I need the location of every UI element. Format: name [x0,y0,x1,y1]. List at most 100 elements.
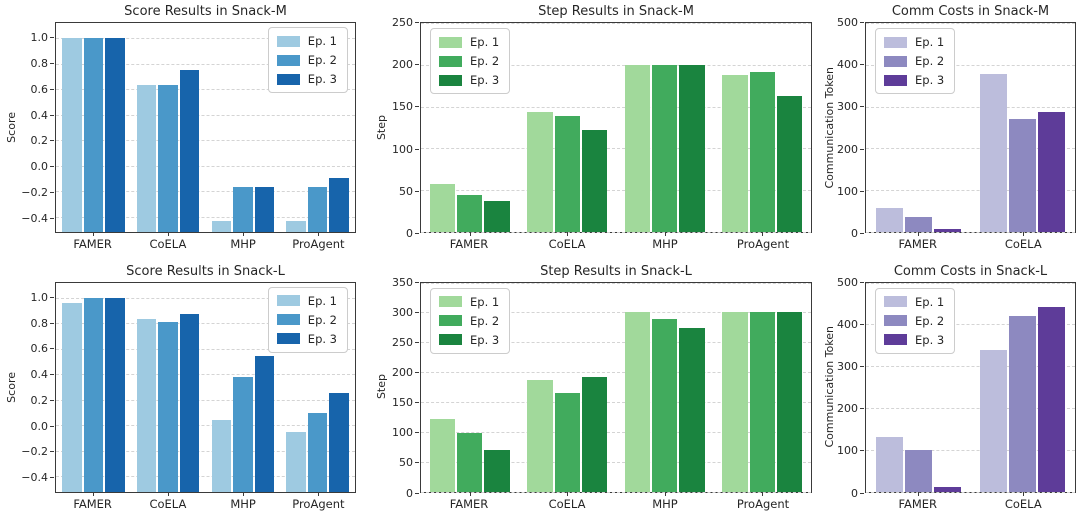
bar-coela-ep2 [158,322,178,492]
x-tick-mark [469,232,471,236]
legend-entry: Ep. 1 [884,295,944,309]
gridline [421,401,811,403]
y-tick-label: 400 [837,58,858,72]
x-tick-mark [664,491,666,496]
x-axis: FAMER CoELA MHP ProAgent [420,237,812,253]
gridline [866,190,1075,192]
bar-groups [866,23,1075,236]
y-tick-mark [860,450,864,452]
y-tick-label: 0.0 [30,419,49,433]
bar-famer-ep3 [933,486,961,492]
legend-swatch-icon [884,315,907,326]
y-tick-mark [50,88,54,90]
y-tick-label: −0.2 [21,445,48,459]
gridline [56,216,355,218]
y-tick-label: 0.0 [30,160,49,174]
y-tick-label: 0.8 [30,57,49,71]
gridline [866,148,1075,150]
y-tick-label: 100 [837,444,858,458]
bar-famer-ep1 [875,207,903,232]
gridline [421,342,811,344]
x-tick-mark [567,491,569,496]
x-tick-mark [168,491,170,496]
y-axis: 350 300 250 200 150 100 50 0 [370,276,420,500]
y-tick-mark [415,190,419,192]
y-tick-label: 350 [392,275,413,289]
gridline [866,366,1075,368]
gridline [56,323,355,325]
gridline [56,425,355,427]
y-tick-mark [50,322,54,324]
gridline [421,64,811,66]
legend-swatch-icon [276,54,300,66]
chart-title: Comm Costs in Snack-L [893,263,1048,279]
gridline [421,282,811,284]
legend-swatch-icon [276,35,300,47]
y-tick-mark [50,191,54,193]
x-tick-mark [567,232,569,236]
y-tick-mark [860,281,864,283]
bar-famer-ep2 [83,297,104,492]
y-tick-mark [860,408,864,410]
legend-entry: Ep. 1 [884,35,944,49]
x-tick-mark [918,491,920,496]
bar-mhp-ep2 [652,64,678,232]
bar-coela-ep2 [554,115,580,232]
gridline [866,449,1075,451]
legend-label: Ep. 3 [470,332,500,347]
bar-group-proagent [714,283,812,496]
bar-group-famer [866,283,971,496]
y-tick-mark [50,217,54,219]
gridline [56,165,355,167]
x-tick-mark [242,232,244,236]
y-tick-label: 200 [837,402,858,416]
legend-label: Ep. 1 [470,35,500,49]
y-tick-mark [50,425,54,427]
bar-famer-ep3 [484,201,510,232]
legend-label: Ep. 3 [915,73,945,87]
x-axis: FAMER CoELA MHP ProAgent [420,497,812,513]
gridline [56,348,355,350]
bar-coela-ep2 [1009,118,1037,232]
bar-coela-ep1 [527,111,553,232]
bar-group-proagent [280,283,355,496]
legend-entry: Ep. 1 [276,34,337,48]
plot-area: Ep. 1 Ep. 2 Ep. 3 [865,281,1076,496]
comm-snack-m-chart: Comm Costs in Snack-M Communication Toke… [818,0,1079,259]
x-tick-mark [168,232,170,236]
legend-entry: Ep. 3 [884,73,944,87]
bar-proagent-ep1 [286,220,306,232]
legend-label: Ep. 1 [307,293,337,308]
gridline [866,282,1075,284]
legend-entry: Ep. 2 [276,53,337,67]
bar-group-famer [421,283,519,496]
legend-swatch-icon [884,74,907,86]
bar-group-famer [421,23,519,236]
gridline [421,148,811,150]
legend-label: Ep. 2 [307,53,337,67]
bar-group-coela [131,23,206,236]
legend: Ep. 1 Ep. 2 Ep. 3 [875,28,956,94]
bar-group-mhp [206,23,281,236]
bar-groups [421,283,812,496]
legend-label: Ep. 3 [307,331,337,346]
bar-famer-ep3 [105,38,125,232]
x-tick-label: ProAgent [736,496,790,511]
bar-famer-ep1 [62,302,82,492]
gridline [421,461,811,463]
bar-coela-ep1 [136,319,157,492]
x-tick-label: ProAgent [736,237,790,251]
y-tick-label: 0 [851,486,858,500]
x-tick-label: CoELA [1004,237,1042,251]
legend-label: Ep. 2 [915,313,945,328]
legend-entry: Ep. 2 [439,314,499,328]
y-tick-label: 0 [406,486,413,500]
gridline [421,232,811,233]
chart-title: Score Results in Snack-L [126,263,285,279]
legend-swatch-icon [439,334,462,345]
bar-proagent-ep1 [286,431,306,492]
y-tick-label: 250 [392,16,413,29]
bar-group-proagent [714,23,812,236]
x-tick-label: MHP [652,237,678,251]
bar-famer-ep2 [457,432,483,492]
